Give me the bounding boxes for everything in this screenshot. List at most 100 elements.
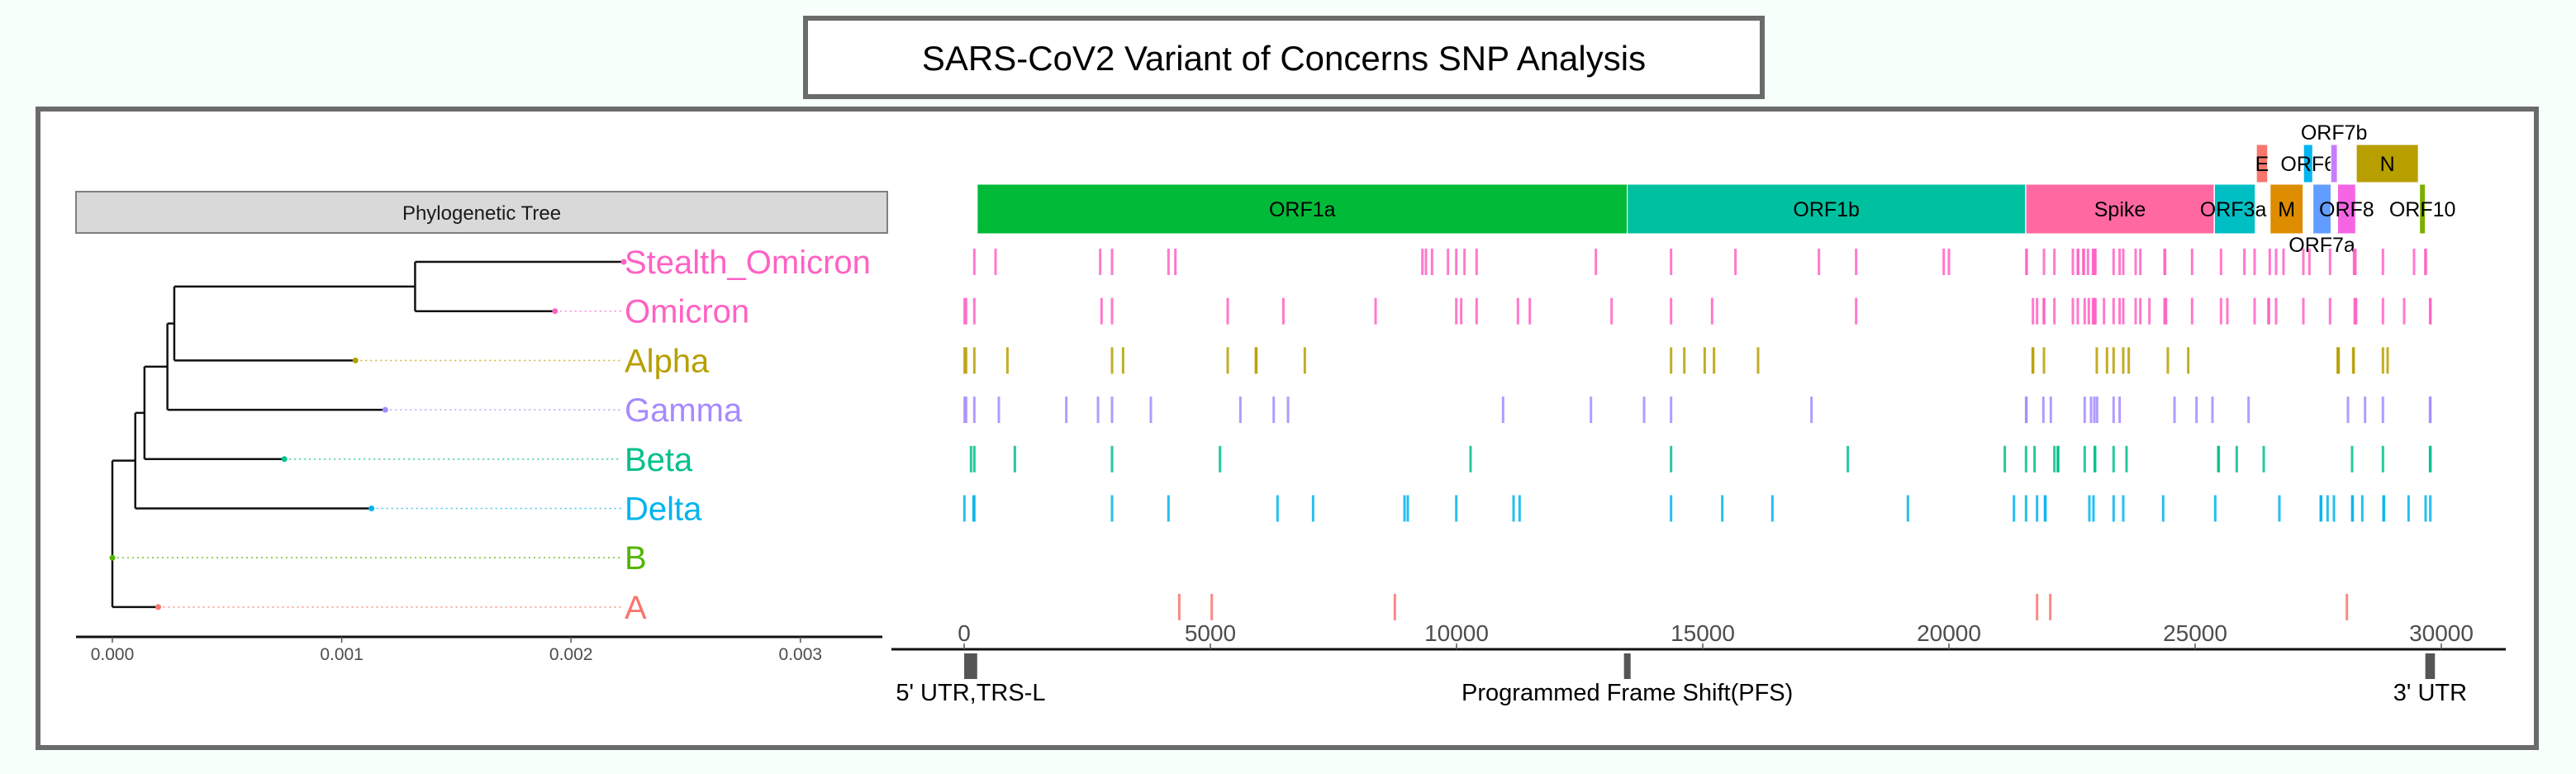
snp-mark xyxy=(2083,396,2086,424)
snp-mark xyxy=(2025,249,2028,275)
snp-mark xyxy=(2056,445,2060,472)
snp-mark xyxy=(1501,396,1504,424)
tip-point xyxy=(552,308,558,315)
snp-mark xyxy=(1818,249,1821,275)
snp-mark xyxy=(2053,249,2056,275)
snp-mark xyxy=(964,396,967,424)
snp-mark xyxy=(1595,249,1598,275)
snp-mark xyxy=(1455,297,1458,325)
snp-mark xyxy=(2328,297,2331,325)
snp-mark xyxy=(1013,445,1016,472)
genome-axis-tick-label: 20000 xyxy=(1917,620,1981,646)
snp-row-a xyxy=(1177,593,2349,620)
gene-label: ORF7a xyxy=(2288,234,2355,257)
snp-mark xyxy=(1238,396,1242,424)
snp-mark xyxy=(2042,249,2046,275)
genome-axis-tick-label: 30000 xyxy=(2409,620,2474,646)
snp-mark xyxy=(963,347,967,374)
snp-mark xyxy=(1099,249,1102,275)
snp-mark xyxy=(1110,495,1114,522)
snp-mark xyxy=(1475,297,1478,325)
snp-mark xyxy=(2381,249,2384,275)
snp-mark xyxy=(2424,249,2427,275)
snp-mark xyxy=(1460,297,1463,325)
snp-mark xyxy=(963,297,967,325)
tree-axis-tick-label: 0.001 xyxy=(320,645,364,664)
snp-mark xyxy=(1403,495,1406,522)
snp-mark xyxy=(2053,445,2056,472)
snp-mark xyxy=(2112,347,2115,374)
snp-mark xyxy=(972,249,976,275)
snp-mark xyxy=(2360,495,2364,522)
snp-mark xyxy=(1226,347,1229,374)
snp-mark xyxy=(969,445,972,472)
tip-point xyxy=(109,554,116,561)
snp-mark xyxy=(2165,297,2168,325)
snp-mark xyxy=(964,347,967,374)
snp-mark xyxy=(2407,495,2410,522)
snp-mark xyxy=(1374,297,1377,325)
snp-mark xyxy=(1670,396,1673,424)
snp-mark xyxy=(2036,495,2039,522)
snp-mark xyxy=(1670,297,1673,325)
gene-label: ORF3a xyxy=(2200,198,2267,221)
snp-mark xyxy=(2083,297,2086,325)
gene-label: ORF10 xyxy=(2389,198,2456,221)
tip-label: Delta xyxy=(625,491,702,528)
snp-mark xyxy=(2049,396,2052,424)
snp-mark xyxy=(2127,347,2131,374)
snp-mark xyxy=(2089,396,2093,424)
gene-spike xyxy=(2025,183,2215,235)
snp-mark xyxy=(2354,249,2357,275)
snp-mark xyxy=(1096,396,1100,424)
region-label: 5' UTR,TRS-L xyxy=(896,680,1045,706)
genome-regions: 5' UTR,TRS-L Programmed Frame Shift(PFS) 3… xyxy=(896,653,2467,706)
snp-mark xyxy=(1855,249,1858,275)
snp-mark xyxy=(2122,249,2125,275)
snp-mark xyxy=(1670,445,1673,472)
snp-mark xyxy=(1846,445,1850,472)
snp-mark xyxy=(1756,347,1760,374)
snp-mark xyxy=(2036,593,2039,620)
snp-mark xyxy=(2278,495,2281,522)
snp-mark xyxy=(2095,347,2098,374)
snp-mark xyxy=(2364,396,2367,424)
snp-mark xyxy=(2328,249,2331,275)
tree-axis-tick-label: 0.000 xyxy=(91,645,135,664)
snp-row-gamma xyxy=(963,396,2432,424)
snp-mark xyxy=(1110,445,1114,472)
snp-mark xyxy=(1406,495,1409,522)
snp-mark xyxy=(2219,249,2222,275)
snp-mark xyxy=(2112,445,2115,472)
snp-mark xyxy=(2082,249,2085,275)
gene-label: Spike xyxy=(2094,198,2146,221)
snp-mark xyxy=(2226,297,2229,325)
snp-mark xyxy=(2118,297,2122,325)
snp-mark xyxy=(2042,347,2046,374)
snp-mark xyxy=(1281,297,1285,325)
snp-mark xyxy=(2071,297,2075,325)
snp-mark xyxy=(2262,445,2265,472)
gene-orf6 xyxy=(2303,144,2313,183)
snp-mark xyxy=(1512,495,1515,522)
snp-mark xyxy=(2383,495,2386,522)
snp-mark xyxy=(2105,347,2108,374)
snp-mark xyxy=(2346,396,2350,424)
snp-mark xyxy=(1303,347,1306,374)
snp-mark xyxy=(972,396,976,424)
snp-mark xyxy=(1463,249,1466,275)
snp-mark xyxy=(2332,495,2336,522)
snp-mark xyxy=(1121,347,1124,374)
snp-mark xyxy=(2125,445,2128,472)
snp-mark xyxy=(972,495,976,522)
snp-mark xyxy=(2307,249,2311,275)
snp-mark xyxy=(1475,249,1478,275)
snp-mark xyxy=(1393,593,1396,620)
gene-orf7b xyxy=(2330,144,2338,183)
tree-axis-tick-label: 0.003 xyxy=(779,645,823,664)
gene-label: ORF1a xyxy=(1269,198,1336,221)
snp-mark xyxy=(2071,249,2075,275)
gene-label: ORF1b xyxy=(1793,198,1860,221)
snp-mark xyxy=(1516,297,1519,325)
region-label: 3' UTR xyxy=(2393,680,2467,706)
